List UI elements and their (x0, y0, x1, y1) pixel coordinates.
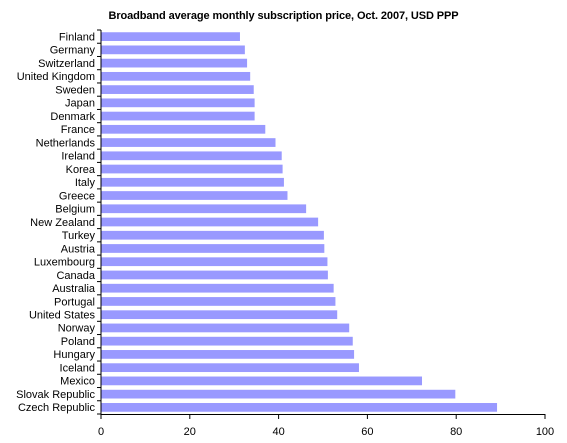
bar-sweden (101, 85, 254, 94)
x-tick-labels-group: 0 20 40 60 80 100 (98, 426, 554, 438)
category-label-sweden: Sweden (55, 84, 95, 96)
bar-ireland (101, 151, 282, 161)
bar-finland (101, 32, 240, 41)
x-tick-label-100: 100 (536, 426, 554, 438)
bar-italy (101, 177, 284, 187)
category-label-korea: Korea (66, 164, 96, 176)
category-label-denmark: Denmark (50, 111, 95, 123)
category-label-hungary: Hungary (53, 349, 95, 361)
category-label-portugal: Portugal (54, 296, 95, 308)
bar-australia (101, 283, 334, 293)
category-label-greece: Greece (59, 190, 95, 202)
category-label-new-zealand: New Zealand (30, 217, 95, 229)
category-label-united-kingdom: United Kingdom (17, 71, 95, 83)
bar-norway (101, 323, 350, 333)
x-tick-label-80: 80 (450, 426, 462, 438)
bar-france (101, 124, 266, 134)
bar-belgium (101, 204, 307, 214)
bar-denmark (101, 111, 255, 121)
category-label-mexico: Mexico (60, 376, 95, 388)
category-label-belgium: Belgium (55, 204, 95, 216)
bar-austria (101, 244, 325, 253)
category-label-canada: Canada (56, 270, 95, 282)
category-label-united-states: United States (29, 309, 96, 321)
bar-united-states (101, 310, 338, 320)
x-tick-label-20: 20 (184, 426, 196, 438)
x-tick-label-60: 60 (361, 426, 373, 438)
bar-greece (101, 191, 288, 200)
bar-iceland (101, 363, 359, 373)
bar-canada (101, 270, 328, 280)
bar-korea (101, 164, 283, 174)
category-label-iceland: Iceland (60, 362, 95, 374)
category-label-france: France (61, 124, 95, 136)
bar-czech-republic (101, 403, 498, 412)
category-label-finland: Finland (59, 31, 95, 43)
bar-germany (101, 45, 245, 55)
bar-hungary (101, 350, 355, 359)
x-tick-label-40: 40 (272, 426, 284, 438)
category-label-poland: Poland (61, 336, 95, 348)
category-label-norway: Norway (58, 323, 96, 335)
category-label-luxembourg: Luxembourg (34, 257, 95, 269)
category-label-japan: Japan (65, 98, 95, 110)
bar-switzerland (101, 58, 248, 68)
bar-mexico (101, 376, 423, 386)
x-tick-label-0: 0 (98, 426, 104, 438)
bar-luxembourg (101, 257, 328, 267)
category-label-slovak-republic: Slovak Republic (16, 389, 95, 401)
bar-poland (101, 336, 353, 346)
category-label-italy: Italy (75, 177, 96, 189)
category-label-czech-republic: Czech Republic (18, 402, 96, 414)
category-label-switzerland: Switzerland (38, 58, 95, 70)
axes-group (97, 29, 546, 419)
category-label-ireland: Ireland (61, 151, 95, 163)
bar-portugal (101, 297, 336, 306)
category-label-turkey: Turkey (62, 230, 96, 242)
category-label-germany: Germany (50, 45, 96, 57)
category-label-netherlands: Netherlands (36, 137, 96, 149)
bar-turkey (101, 230, 324, 240)
bars-group (101, 32, 498, 412)
category-label-austria: Austria (61, 243, 96, 255)
chart-title: Broadband average monthly subscription p… (108, 10, 459, 22)
bar-netherlands (101, 138, 276, 147)
category-label-australia: Australia (52, 283, 96, 295)
bar-japan (101, 98, 255, 108)
bar-slovak-republic (101, 389, 456, 399)
bar-united-kingdom (101, 71, 251, 81)
bar-new-zealand (101, 217, 319, 227)
